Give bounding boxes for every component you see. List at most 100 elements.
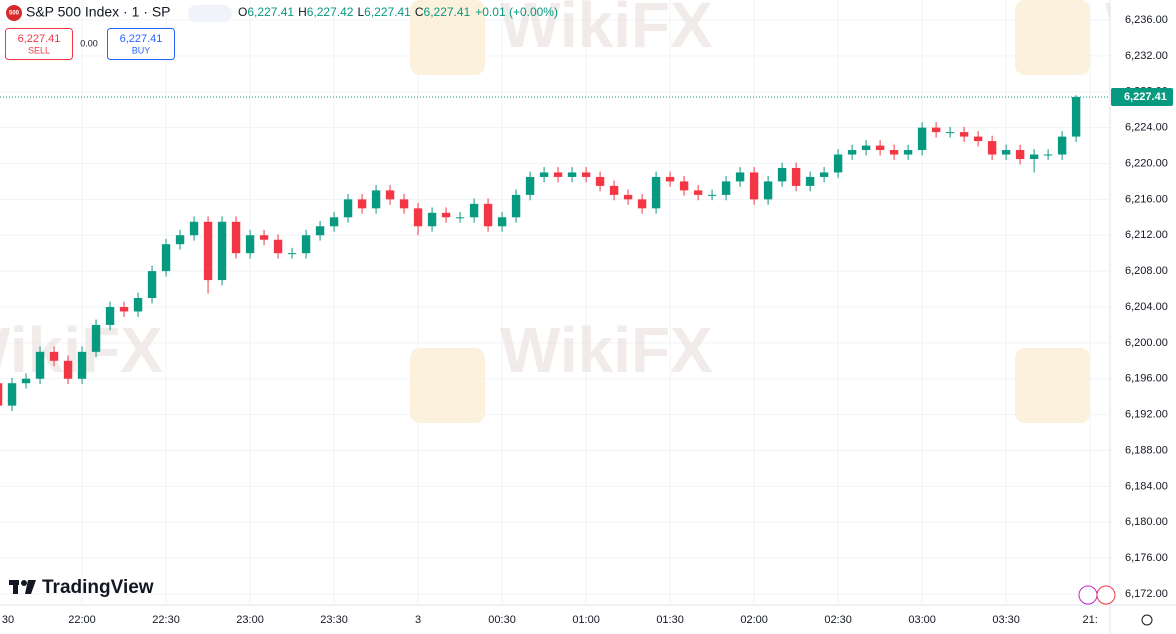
x-tick-label: 30 — [2, 614, 14, 626]
y-tick-label: 6,200.00 — [1125, 337, 1168, 349]
settings-icon[interactable] — [1141, 614, 1153, 626]
candle-body — [203, 221, 213, 281]
watermark: WikiFX — [500, 0, 713, 61]
candle-body — [1043, 154, 1053, 156]
x-tick-label: 00:30 — [488, 614, 516, 626]
candle-body — [21, 378, 31, 384]
x-tick-label: 03:30 — [992, 614, 1020, 626]
candle-body — [105, 306, 115, 325]
x-tick-label: 01:00 — [572, 614, 600, 626]
candle-body — [903, 150, 913, 155]
candle-body — [721, 181, 731, 195]
candle-body — [511, 194, 521, 218]
candle-body — [497, 217, 507, 227]
candle-body — [1001, 150, 1011, 155]
buy-price[interactable]: 6,227.41 — [120, 33, 163, 45]
candle-body — [133, 298, 143, 312]
candle-body — [161, 244, 171, 272]
y-tick-label: 6,188.00 — [1125, 444, 1168, 456]
symbol-icon — [6, 5, 22, 21]
y-tick-label: 6,176.00 — [1125, 552, 1168, 564]
candle-body — [791, 167, 801, 186]
indicator-pill[interactable] — [188, 5, 232, 22]
candle-body — [315, 226, 325, 236]
axes: 6,172.00 6,176.00 6,180.00 6,184.00 6,188.00… — [2, 14, 1173, 626]
candle-body — [819, 172, 829, 177]
time-axis-bg — [0, 605, 1110, 634]
y-tick-label: 6,184.00 — [1125, 480, 1168, 492]
sell-price[interactable]: 6,227.41 — [18, 33, 61, 45]
candle-body — [273, 239, 283, 254]
candle-body — [287, 253, 297, 255]
buy-label[interactable]: BUY — [132, 45, 151, 55]
watermarks: WikiFX WikiFX WikiFX WikiFX — [0, 0, 1176, 423]
candle-body — [609, 185, 619, 195]
spread: 0.00 — [80, 38, 98, 48]
candle-body — [231, 221, 241, 254]
candle-body — [301, 235, 311, 254]
ohlc-label: L — [357, 5, 364, 19]
candle-body — [147, 271, 157, 299]
candle-body — [357, 199, 367, 209]
y-tick-label: 6,236.00 — [1125, 14, 1168, 26]
candle-body — [35, 351, 45, 379]
candle-body — [217, 221, 227, 281]
y-tick-label: 6,204.00 — [1125, 301, 1168, 313]
y-tick-label: 6,192.00 — [1125, 409, 1168, 421]
x-tick-label: 23:30 — [320, 614, 348, 626]
ohlc-value: 6,227.42 — [307, 5, 354, 19]
y-tick-label: 6,220.00 — [1125, 157, 1168, 169]
ohlc-value: 6,227.41 — [364, 5, 411, 19]
x-tick-label: 23:00 — [236, 614, 264, 626]
watermark-logo — [1015, 348, 1090, 423]
candle-body — [763, 181, 773, 200]
logo-mark — [21, 580, 27, 586]
candle-body — [777, 167, 787, 182]
buy-button[interactable] — [107, 28, 175, 60]
candle-body — [175, 235, 185, 245]
candle-body — [847, 150, 857, 155]
y-tick-label: 6,196.00 — [1125, 373, 1168, 385]
x-tick-label: 02:30 — [824, 614, 852, 626]
candle-body — [679, 181, 689, 191]
icon[interactable] — [1096, 585, 1116, 605]
candle-body — [469, 203, 479, 218]
icon[interactable] — [1078, 585, 1098, 605]
last-price-label: 6,227.41 — [1124, 91, 1167, 103]
candle-body — [987, 141, 997, 155]
sell-button[interactable] — [5, 28, 73, 60]
candle-body — [189, 221, 199, 236]
candle-body — [329, 217, 339, 227]
x-tick-label: 3 — [415, 614, 421, 626]
x-tick-label: 03:00 — [908, 614, 936, 626]
y-tick-label: 6,212.00 — [1125, 229, 1168, 241]
candle-body — [693, 190, 703, 195]
candle-body — [917, 127, 927, 151]
ohlc-label: O — [238, 5, 247, 19]
ohlc-label: H — [298, 5, 307, 19]
candle-body — [959, 132, 969, 137]
candle-body — [1029, 154, 1039, 160]
candle-body — [581, 172, 591, 177]
candle-body — [1015, 150, 1025, 160]
x-tick-label: 02:00 — [740, 614, 768, 626]
sell-label[interactable]: SELL — [28, 45, 50, 55]
ohlc: O6,227.41 H6,227.42 L6,227.41 C6,227.41 +0.0… — [238, 5, 558, 19]
y-tick-label: 6,224.00 — [1125, 122, 1168, 134]
candle-body — [119, 306, 129, 312]
candle-body — [875, 145, 885, 151]
candle-body — [455, 217, 465, 219]
header: 500 S&P 500 Index · 1 · SP O6,227.41 H6,2… — [5, 4, 558, 60]
candle-body — [1071, 97, 1081, 137]
candle-body — [245, 235, 255, 254]
change: +0.01 (+0.00%) — [475, 5, 558, 19]
watermark: WikiFX — [500, 314, 713, 386]
symbol[interactable]: S&P 500 Index · 1 · SP — [26, 4, 171, 20]
candle-body — [595, 176, 605, 186]
candle-body — [413, 208, 423, 227]
candle-body — [889, 150, 899, 155]
candle-body — [861, 145, 871, 151]
candle-body — [931, 127, 941, 133]
candle-body — [665, 176, 675, 182]
